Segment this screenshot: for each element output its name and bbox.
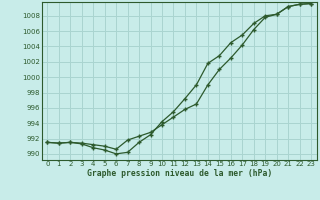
X-axis label: Graphe pression niveau de la mer (hPa): Graphe pression niveau de la mer (hPa) — [87, 169, 272, 178]
